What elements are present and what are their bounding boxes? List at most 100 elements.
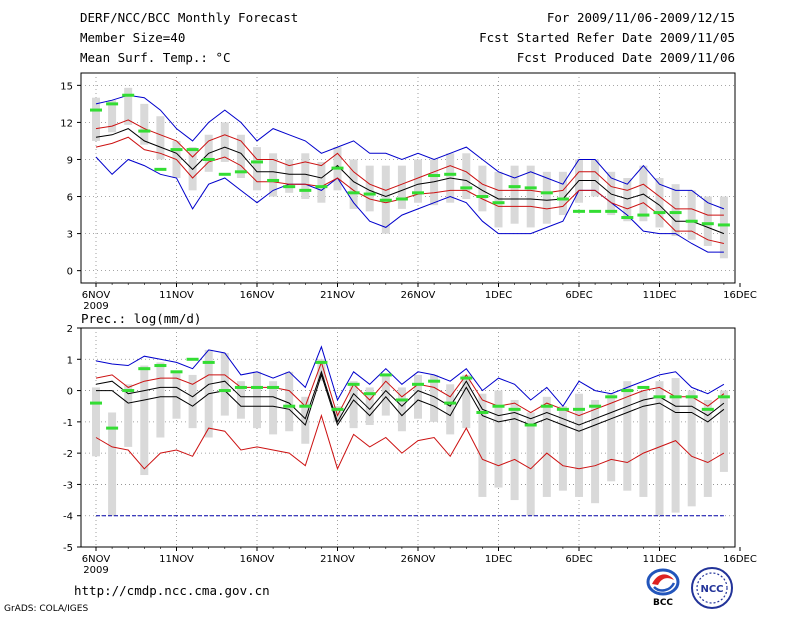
- panel2-median-7: [202, 360, 215, 364]
- bcc-logo-text: BCC: [653, 598, 673, 608]
- panel2-median-29: [556, 407, 569, 411]
- panel1-median-22: [444, 172, 457, 176]
- panel2-median-26: [508, 407, 521, 411]
- panel2-median-15: [331, 407, 344, 411]
- panel1-xtick-label: 11DEC: [643, 290, 677, 301]
- fcst-produced-date: Fcst Produced Date 2009/11/06: [516, 50, 735, 65]
- panel2-median-37: [685, 395, 698, 399]
- panel1-box-27: [526, 165, 535, 228]
- panel2-median-33: [621, 389, 634, 393]
- member-size: Member Size=40: [80, 30, 186, 45]
- panel2-box-33: [623, 381, 632, 491]
- panel2-xtick-label: 11DEC: [643, 554, 677, 565]
- header-left: DERF/NCC/BCC Monthly Forecast Member Siz…: [80, 10, 298, 70]
- panel2-ytick-label: 1: [67, 355, 73, 366]
- panel2-box-24: [478, 393, 487, 497]
- panel2-median-14: [315, 360, 328, 364]
- panel2-ytick-label: 0: [67, 387, 73, 398]
- panel2-xtick-label: 21NOV: [320, 554, 355, 565]
- panel2-median-32: [605, 395, 618, 399]
- panel1-box-2: [124, 87, 133, 125]
- panel1-median-29: [556, 197, 569, 201]
- panel2-xtick-label: 6NOV: [82, 554, 111, 565]
- panel2-box-5: [172, 371, 181, 419]
- panel2-box-25: [494, 390, 503, 488]
- chart-title: DERF/NCC/BCC Monthly Forecast: [80, 10, 299, 25]
- panel2-box-32: [607, 393, 616, 482]
- panel2-frame: [80, 327, 736, 548]
- panel1-box-21: [430, 159, 439, 206]
- panel2-median-38: [701, 407, 714, 411]
- panel1-box-24: [478, 165, 487, 212]
- panel2-box-8: [220, 353, 229, 416]
- panel1-median-10: [251, 160, 263, 164]
- panel2-box-21: [430, 374, 439, 422]
- panel1-median-2: [122, 93, 135, 97]
- panel1-series-ensemble-mean: [95, 128, 725, 235]
- panel1-ytick-label: 3: [67, 230, 73, 241]
- panel2-median-10: [251, 385, 263, 389]
- panel2-box-0: [92, 387, 100, 457]
- panel2-box-4: [156, 362, 165, 438]
- panel2-median-36: [669, 395, 682, 399]
- panel1-median-34: [637, 213, 650, 217]
- panel1-median-36: [669, 211, 682, 215]
- panel1-box-9: [236, 134, 245, 178]
- panel1-ytick-label: 9: [67, 155, 73, 166]
- panel1-xtick-label: 16NOV: [240, 290, 275, 301]
- panel1-median-37: [685, 219, 698, 223]
- panel2-median-0: [90, 401, 102, 405]
- panel1-xtick-label: 6NOV: [82, 290, 111, 301]
- panel1-box-33: [623, 178, 632, 222]
- panel1-median-16: [347, 191, 360, 195]
- panel2-box-9: [236, 381, 245, 419]
- panel1-median-13: [299, 188, 312, 192]
- panel2-ytick-label: 2: [67, 324, 73, 335]
- panel1-xtick-label: 26NOV: [401, 290, 436, 301]
- panel2-xtick-label: 6DEC: [565, 554, 592, 565]
- source-url[interactable]: http://cmdp.ncc.cma.gov.cn: [74, 583, 270, 598]
- panel1-median-27: [524, 186, 537, 190]
- panel2-series-ensemble-mean: [95, 370, 725, 426]
- panel2-series-mean-spread: [95, 360, 725, 417]
- panel1-median-31: [589, 209, 602, 213]
- panel2-box-1: [108, 412, 117, 516]
- panel1-box-36: [671, 184, 680, 237]
- panel1-box-39: [719, 196, 728, 259]
- panel1-median-12: [283, 185, 296, 189]
- panel2-box-39: [719, 390, 728, 472]
- panel2-median-19: [395, 398, 408, 402]
- panel1-box-26: [510, 165, 519, 224]
- panel2-median-2: [122, 389, 135, 393]
- panel2-box-19: [397, 387, 406, 432]
- panel2-median-35: [653, 395, 666, 399]
- panel2-box-6: [188, 374, 197, 429]
- panel2-box-29: [558, 406, 567, 491]
- panel2-median-11: [267, 385, 280, 389]
- panel2-ytick-label: -3: [63, 480, 73, 491]
- panel2-box-28: [542, 396, 551, 497]
- panel1-median-7: [202, 157, 215, 161]
- panel1-median-15: [331, 166, 344, 170]
- panel2-series-mean-spread: [96, 373, 725, 432]
- panel2-median-5: [170, 370, 183, 374]
- panel2-box-2: [124, 384, 133, 447]
- panel1-box-31: [591, 159, 600, 197]
- panel1-box-10: [253, 147, 261, 191]
- panel2-box-20: [414, 374, 422, 419]
- panel1-xtick-label: 11NOV: [159, 290, 194, 301]
- precip-panel-title: Prec.: log(mm/d): [81, 311, 201, 326]
- panel2-median-9: [234, 385, 247, 389]
- panel2-box-14: [317, 359, 326, 382]
- panel1-xtick-label: 16DEC: [723, 290, 757, 301]
- panel2-box-37: [687, 390, 696, 507]
- panel1-median-4: [154, 167, 167, 171]
- panel2-median-12: [283, 404, 296, 408]
- ncc-logo-text: NCC: [700, 584, 723, 595]
- panel1-xtick-label: 1DEC: [485, 290, 512, 301]
- panel1-median-1: [106, 102, 119, 106]
- panel2-box-13: [301, 396, 310, 444]
- panel1-box-23: [462, 153, 471, 199]
- panel1-median-17: [363, 192, 376, 196]
- grads-credit: GrADS: COLA/IGES: [4, 604, 89, 614]
